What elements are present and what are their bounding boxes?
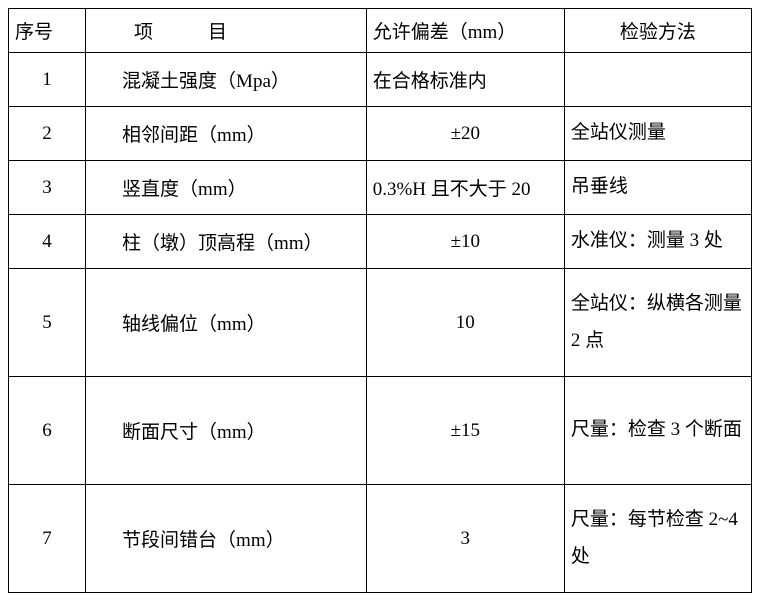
cell-tolerance: 在合格标准内 bbox=[366, 53, 564, 107]
table-body: 1混凝土强度（Mpa）在合格标准内2相邻间距（mm）±20全站仪测量3竖直度（m… bbox=[9, 53, 752, 593]
table-header-row: 序号 项 目 允许偏差（mm） 检验方法 bbox=[9, 9, 752, 53]
cell-item: 混凝土强度（Mpa） bbox=[86, 53, 367, 107]
cell-item: 断面尺寸（mm） bbox=[86, 377, 367, 485]
table-row: 2相邻间距（mm）±20全站仪测量 bbox=[9, 107, 752, 161]
col-header-method: 检验方法 bbox=[564, 9, 751, 53]
table-row: 7节段间错台（mm）3尺量：每节检查 2~4 处 bbox=[9, 485, 752, 593]
cell-method: 全站仪：纵横各测量 2 点 bbox=[564, 269, 751, 377]
cell-tolerance: ±10 bbox=[366, 215, 564, 269]
cell-seq: 4 bbox=[9, 215, 86, 269]
col-header-tolerance: 允许偏差（mm） bbox=[366, 9, 564, 53]
cell-tolerance: ±15 bbox=[366, 377, 564, 485]
cell-tolerance: 0.3%H 且不大于 20 bbox=[366, 161, 564, 215]
cell-item: 柱（墩）顶高程（mm） bbox=[86, 215, 367, 269]
cell-method: 吊垂线 bbox=[564, 161, 751, 215]
table-row: 1混凝土强度（Mpa）在合格标准内 bbox=[9, 53, 752, 107]
cell-tolerance: 10 bbox=[366, 269, 564, 377]
cell-item: 节段间错台（mm） bbox=[86, 485, 367, 593]
cell-item: 相邻间距（mm） bbox=[86, 107, 367, 161]
cell-method: 水准仪：测量 3 处 bbox=[564, 215, 751, 269]
cell-seq: 5 bbox=[9, 269, 86, 377]
cell-seq: 2 bbox=[9, 107, 86, 161]
cell-tolerance: 3 bbox=[366, 485, 564, 593]
table-row: 3竖直度（mm）0.3%H 且不大于 20吊垂线 bbox=[9, 161, 752, 215]
cell-seq: 1 bbox=[9, 53, 86, 107]
cell-tolerance: ±20 bbox=[366, 107, 564, 161]
cell-method: 尺量：每节检查 2~4 处 bbox=[564, 485, 751, 593]
cell-item: 轴线偏位（mm） bbox=[86, 269, 367, 377]
cell-seq: 7 bbox=[9, 485, 86, 593]
spec-table: 序号 项 目 允许偏差（mm） 检验方法 1混凝土强度（Mpa）在合格标准内2相… bbox=[8, 8, 752, 593]
col-header-item: 项 目 bbox=[86, 9, 367, 53]
col-header-seq: 序号 bbox=[9, 9, 86, 53]
cell-method bbox=[564, 53, 751, 107]
table-row: 6断面尺寸（mm）±15尺量：检查 3 个断面 bbox=[9, 377, 752, 485]
table-row: 5轴线偏位（mm）10全站仪：纵横各测量 2 点 bbox=[9, 269, 752, 377]
cell-seq: 6 bbox=[9, 377, 86, 485]
cell-method: 全站仪测量 bbox=[564, 107, 751, 161]
cell-item: 竖直度（mm） bbox=[86, 161, 367, 215]
table-row: 4柱（墩）顶高程（mm）±10水准仪：测量 3 处 bbox=[9, 215, 752, 269]
cell-method: 尺量：检查 3 个断面 bbox=[564, 377, 751, 485]
cell-seq: 3 bbox=[9, 161, 86, 215]
